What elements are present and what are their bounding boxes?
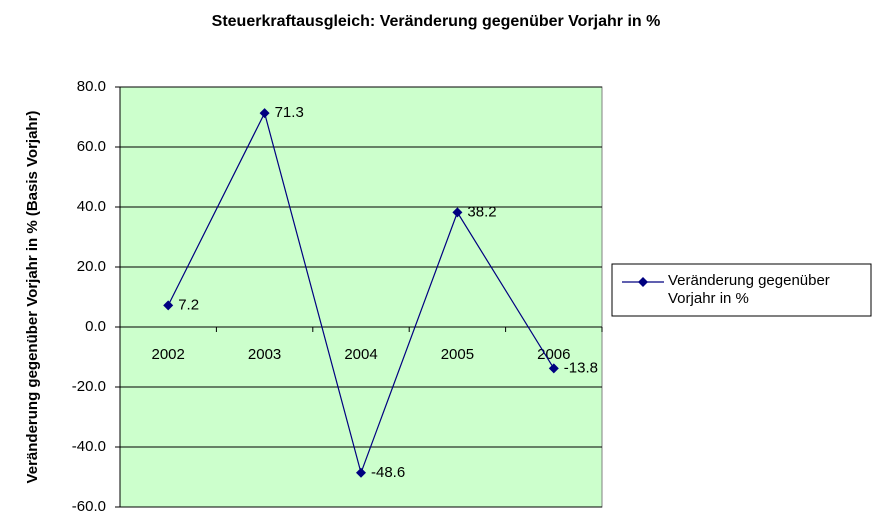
x-tick-label: 2003	[248, 346, 281, 363]
plot-area	[119, 86, 603, 508]
chart-title: Steuerkraftausgleich: Veränderung gegenü…	[212, 13, 661, 30]
point	[452, 207, 463, 218]
legend-marker	[638, 277, 648, 287]
point	[548, 363, 559, 374]
legend-box	[611, 263, 872, 317]
point	[259, 108, 270, 119]
y-axis-label: Veränderung gegenüber Vorjahr in % (Basi…	[24, 110, 41, 484]
y-tick-label: 60.0	[77, 138, 106, 155]
y-tick-label: -60.0	[72, 498, 106, 513]
legend-label-text: Veränderung gegenüber Vorjahr in %	[668, 272, 830, 307]
point	[356, 467, 366, 478]
legend-label: Veränderung gegenüber Vorjahr in %	[668, 272, 830, 307]
y-tick-label: 0.0	[85, 318, 106, 335]
x-tick-label: 2006	[537, 346, 570, 363]
data-label: 7.2	[178, 296, 199, 313]
data-label: -48.6	[371, 464, 405, 481]
data-label: 38.2	[467, 203, 496, 220]
data-label: -13.8	[564, 359, 598, 376]
data-label: 71.3	[275, 104, 304, 121]
point	[163, 300, 174, 311]
y-tick-label: -20.0	[72, 378, 106, 395]
y-tick-label: -40.0	[72, 438, 106, 455]
x-tick-label: 2005	[441, 346, 474, 363]
x-tick-label: 2004	[344, 346, 377, 363]
y-tick-label: 40.0	[77, 198, 106, 215]
y-tick-label: 20.0	[77, 258, 106, 275]
x-tick-label: 2002	[152, 346, 185, 363]
y-axis-label-text: Veränderung gegenüber Vorjahr in % (Basi…	[24, 110, 41, 484]
y-tick-label: 80.0	[77, 78, 106, 95]
